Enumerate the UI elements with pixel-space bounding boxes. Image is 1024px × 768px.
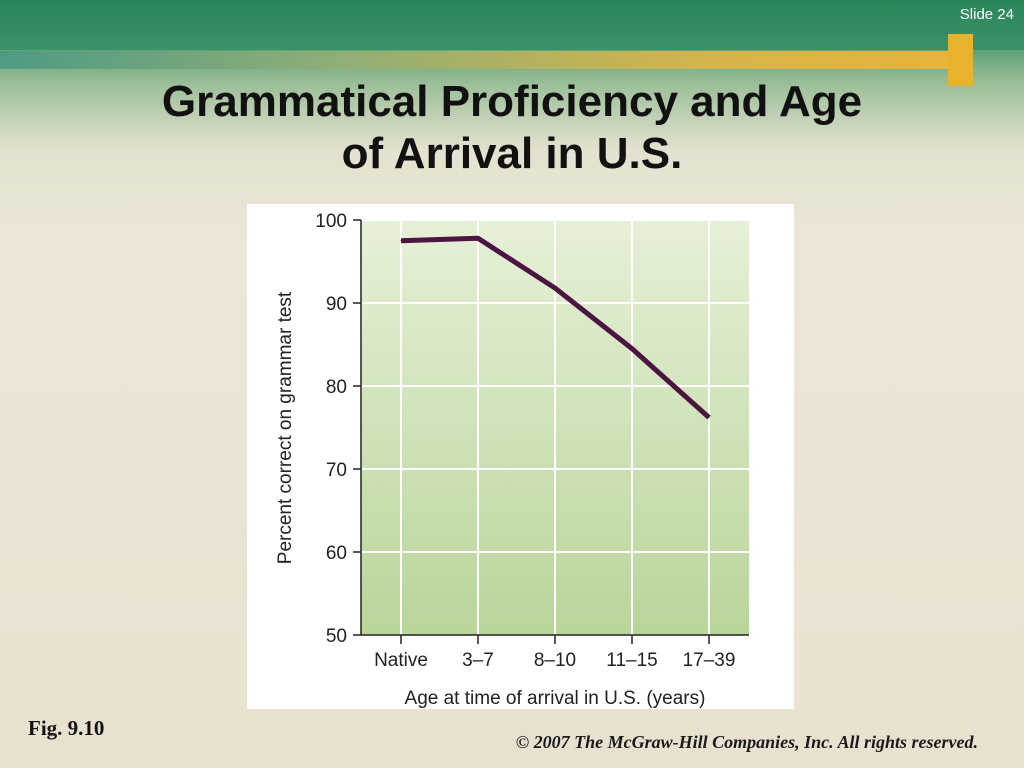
slide-title: Grammatical Proficiency and Age of Arriv… bbox=[60, 76, 964, 180]
x-axis-label: Age at time of arrival in U.S. (years) bbox=[405, 688, 706, 709]
data-point bbox=[631, 348, 633, 350]
x-tick-label: Native bbox=[374, 650, 428, 671]
data-point bbox=[708, 417, 710, 419]
y-tick-label: 90 bbox=[326, 294, 347, 315]
y-tick-label: 50 bbox=[326, 626, 347, 647]
data-point bbox=[477, 237, 479, 239]
line-chart: 50 60 70 80 90 100 Native 3–7 8–10 11–15 17–39 Age… bbox=[275, 211, 749, 709]
series-marks bbox=[400, 235, 711, 420]
slide-number: Slide 24 bbox=[959, 6, 1014, 23]
figure-panel: 50 60 70 80 90 100 Native 3–7 8–10 11–15 17–39 Age… bbox=[247, 204, 794, 709]
y-tick-label: 100 bbox=[315, 211, 347, 232]
data-point bbox=[554, 287, 556, 289]
axes: 50 60 70 80 90 100 Native 3–7 8–10 11–15 17–39 bbox=[315, 211, 749, 671]
x-tick-label: 3–7 bbox=[462, 650, 494, 671]
y-tick-label: 60 bbox=[326, 543, 347, 564]
axis-labels: Age at time of arrival in U.S. (years) P… bbox=[275, 291, 705, 709]
x-tick-label: 11–15 bbox=[606, 650, 657, 671]
accent-bar bbox=[0, 51, 955, 69]
y-tick-label: 80 bbox=[326, 377, 347, 398]
copyright-notice: © 2007 The McGraw-Hill Companies, Inc. A… bbox=[515, 732, 978, 752]
x-tick-label: 8–10 bbox=[534, 650, 576, 671]
header-band bbox=[0, 0, 1024, 50]
slide-title-line-2: of Arrival in U.S. bbox=[341, 129, 683, 178]
data-point bbox=[400, 240, 402, 242]
figure-label: Fig. 9.10 bbox=[28, 716, 105, 740]
slide-title-line-1: Grammatical Proficiency and Age bbox=[161, 77, 863, 126]
accent-block bbox=[948, 34, 973, 86]
x-tick-label: 17–39 bbox=[683, 650, 736, 671]
y-tick-label: 70 bbox=[326, 460, 347, 481]
y-axis-label: Percent correct on grammar test bbox=[275, 291, 296, 564]
